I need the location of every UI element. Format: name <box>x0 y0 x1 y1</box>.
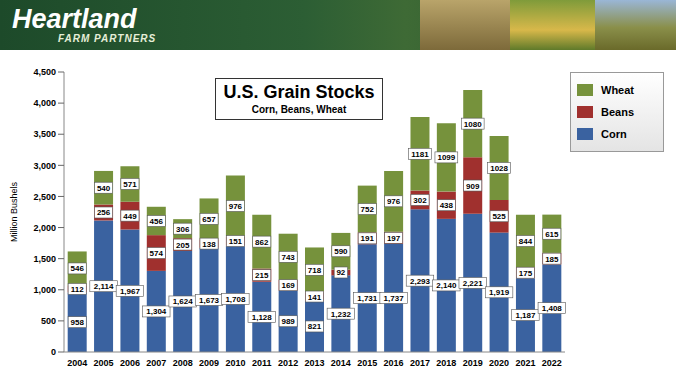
svg-text:2008: 2008 <box>173 358 193 368</box>
html-text:Beans: Beans <box>601 106 634 118</box>
svg-text:138: 138 <box>202 240 216 249</box>
html-text:Corn: Corn <box>601 128 627 140</box>
svg-text:191: 191 <box>361 234 375 243</box>
svg-text:4,000: 4,000 <box>33 98 56 108</box>
svg-text:2020: 2020 <box>489 358 509 368</box>
svg-text:574: 574 <box>150 249 164 258</box>
svg-text:1,187: 1,187 <box>515 311 536 320</box>
svg-text:185: 185 <box>545 255 559 264</box>
svg-text:976: 976 <box>387 197 401 206</box>
svg-text:862: 862 <box>255 238 269 247</box>
svg-text:1,000: 1,000 <box>33 285 56 295</box>
svg-text:2014: 2014 <box>331 358 351 368</box>
svg-text:1,731: 1,731 <box>357 294 378 303</box>
svg-text:2015: 2015 <box>357 358 377 368</box>
svg-text:615: 615 <box>545 230 559 239</box>
svg-text:1,408: 1,408 <box>542 304 563 313</box>
svg-text:456: 456 <box>150 217 164 226</box>
svg-text:175: 175 <box>519 269 533 278</box>
svg-text:2007: 2007 <box>146 358 166 368</box>
svg-text:2,114: 2,114 <box>94 282 114 291</box>
svg-text:141: 141 <box>308 293 322 302</box>
svg-text:1181: 1181 <box>411 150 429 159</box>
svg-text:3,000: 3,000 <box>33 161 56 171</box>
svg-text:2022: 2022 <box>542 358 562 368</box>
svg-text:2,293: 2,293 <box>410 277 431 286</box>
svg-text:821: 821 <box>308 322 322 331</box>
svg-text:743: 743 <box>281 253 295 262</box>
svg-text:546: 546 <box>71 264 85 273</box>
html-text:U.S. Grain Stocks: U.S. Grain Stocks <box>223 82 375 102</box>
svg-text:1,624: 1,624 <box>173 297 194 306</box>
svg-text:590: 590 <box>334 247 348 256</box>
svg-text:540: 540 <box>97 184 111 193</box>
svg-text:2005: 2005 <box>94 358 114 368</box>
svg-text:2,500: 2,500 <box>33 192 56 202</box>
svg-text:2013: 2013 <box>304 358 324 368</box>
svg-text:1,673: 1,673 <box>199 296 220 305</box>
svg-text:2009: 2009 <box>199 358 219 368</box>
svg-text:438: 438 <box>440 201 454 210</box>
svg-text:169: 169 <box>281 281 295 290</box>
svg-text:525: 525 <box>492 212 506 221</box>
svg-text:1,128: 1,128 <box>252 313 273 322</box>
svg-text:718: 718 <box>308 266 322 275</box>
svg-text:1,967: 1,967 <box>120 287 141 296</box>
svg-text:976: 976 <box>229 202 243 211</box>
svg-text:Million Bushels: Million Bushels <box>9 181 19 242</box>
svg-text:958: 958 <box>71 318 85 327</box>
svg-text:2012: 2012 <box>278 358 298 368</box>
svg-text:215: 215 <box>255 271 269 280</box>
svg-text:2017: 2017 <box>410 358 430 368</box>
svg-text:205: 205 <box>176 241 190 250</box>
svg-text:2016: 2016 <box>384 358 404 368</box>
html-text:Heartland: Heartland <box>12 4 137 34</box>
svg-text:1,737: 1,737 <box>384 294 405 303</box>
svg-text:752: 752 <box>361 205 375 214</box>
svg-text:1,708: 1,708 <box>225 295 246 304</box>
svg-text:151: 151 <box>229 237 243 246</box>
svg-text:1080: 1080 <box>464 120 482 129</box>
svg-text:2019: 2019 <box>463 358 483 368</box>
svg-text:2,000: 2,000 <box>33 223 56 233</box>
svg-text:1,500: 1,500 <box>33 254 56 264</box>
svg-text:909: 909 <box>466 182 480 191</box>
svg-text:4,500: 4,500 <box>33 67 56 77</box>
svg-text:2006: 2006 <box>120 358 140 368</box>
svg-text:449: 449 <box>123 212 137 221</box>
svg-text:2,140: 2,140 <box>436 281 457 290</box>
svg-text:2004: 2004 <box>67 358 87 368</box>
html-text:Wheat: Wheat <box>601 84 634 96</box>
svg-text:256: 256 <box>97 208 111 217</box>
svg-text:2021: 2021 <box>515 358 535 368</box>
svg-text:197: 197 <box>387 234 401 243</box>
svg-text:1,232: 1,232 <box>331 310 352 319</box>
svg-text:92: 92 <box>336 268 345 277</box>
svg-text:2018: 2018 <box>436 358 456 368</box>
svg-text:2,221: 2,221 <box>463 279 484 288</box>
svg-text:0: 0 <box>51 347 56 357</box>
svg-text:306: 306 <box>176 225 190 234</box>
svg-text:844: 844 <box>519 237 533 246</box>
html-text:FARM PARTNERS: FARM PARTNERS <box>58 33 157 44</box>
svg-text:657: 657 <box>202 215 216 224</box>
svg-text:500: 500 <box>41 316 56 326</box>
svg-text:1028: 1028 <box>490 164 508 173</box>
svg-text:571: 571 <box>123 180 137 189</box>
svg-text:1,304: 1,304 <box>146 307 167 316</box>
svg-text:3,500: 3,500 <box>33 129 56 139</box>
svg-text:1099: 1099 <box>437 153 455 162</box>
svg-text:1,919: 1,919 <box>489 288 510 297</box>
svg-text:302: 302 <box>413 196 427 205</box>
svg-text:112: 112 <box>71 285 84 294</box>
svg-text:2010: 2010 <box>225 358 245 368</box>
svg-text:989: 989 <box>281 317 295 326</box>
svg-text:2011: 2011 <box>252 358 272 368</box>
html-text:Corn, Beans, Wheat: Corn, Beans, Wheat <box>251 104 347 115</box>
